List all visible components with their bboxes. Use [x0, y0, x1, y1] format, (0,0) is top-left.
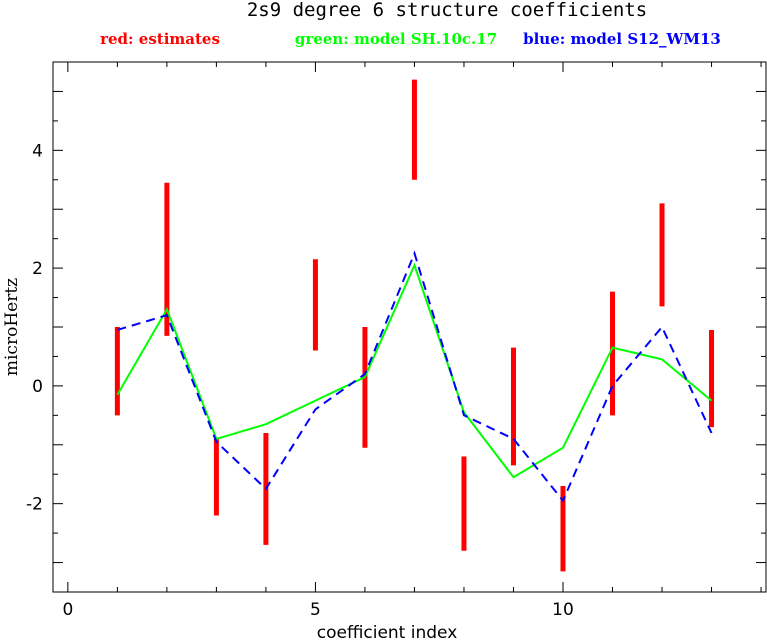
y-axis-label: microHertz [2, 278, 22, 376]
x-tick-label: 10 [552, 600, 574, 620]
legend-blue-model: blue: model S12_WM13 [523, 30, 721, 48]
blue-model-line [117, 250, 713, 503]
y-tick-label: 0 [32, 377, 43, 397]
legend-green-model: green: model SH.10c.17 [295, 30, 497, 48]
x-tick-label: 0 [62, 600, 73, 620]
plot-marks [114, 79, 715, 572]
y-tick-label: 2 [32, 259, 43, 279]
x-axis-label: coefficient index [317, 623, 458, 641]
legend-estimates: red: estimates [100, 30, 220, 48]
y-tick-label: -2 [26, 495, 43, 515]
chart-title: 2s9 degree 6 structure coefficients [247, 0, 647, 21]
plot-frame [52, 61, 767, 593]
y-tick-label: 4 [32, 141, 43, 161]
y-axis [53, 61, 766, 593]
x-tick-label: 5 [310, 600, 321, 620]
tick-labels: -2 0 2 4 0 5 10 [26, 141, 574, 620]
x-axis [67, 62, 762, 592]
green-model-line [116, 262, 713, 479]
